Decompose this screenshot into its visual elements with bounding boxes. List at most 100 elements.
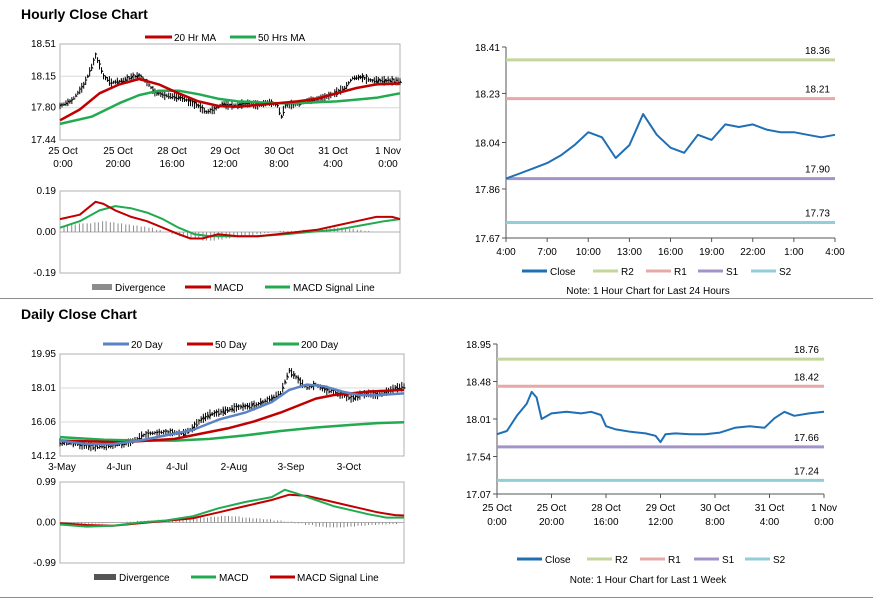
- x-tick-label: 25 Oct: [537, 503, 567, 514]
- price-bar-tick: [92, 447, 95, 450]
- legend-label: MACD Signal Line: [293, 283, 375, 294]
- price-bar-tick: [150, 86, 153, 89]
- price-bar-tick: [225, 409, 228, 412]
- price-bar-tick: [124, 78, 128, 82]
- price-bar-tick: [247, 404, 250, 408]
- y-tick-label: 18.48: [466, 378, 491, 389]
- price-bar-tick: [105, 76, 108, 79]
- level-label-s2: 17.73: [805, 209, 830, 220]
- price-bar-tick: [87, 75, 90, 78]
- y-tick-label: 19.95: [31, 349, 56, 360]
- price-bar-tick: [240, 405, 243, 408]
- price-bar-tick: [223, 103, 226, 106]
- legend-swatch-divergence: [94, 574, 116, 580]
- price-bar-tick: [328, 390, 331, 393]
- price-bar-tick: [202, 106, 205, 109]
- price-bar-tick: [160, 92, 163, 96]
- legend-label: S2: [773, 555, 786, 566]
- x-tick-label: 28 Oct: [157, 146, 187, 157]
- price-bar-tick: [110, 445, 113, 447]
- price-bar-tick: [260, 400, 263, 406]
- x-tick-label: 31 Oct: [318, 146, 348, 157]
- price-bar-tick: [89, 69, 92, 73]
- price-bar-tick: [222, 408, 226, 415]
- price-bar-tick: [357, 396, 360, 399]
- x-tick-label: 29 Oct: [646, 503, 676, 514]
- x-tick-label: 0:00: [487, 517, 507, 528]
- close-line: [496, 390, 825, 444]
- y-tick-label: -0.99: [33, 558, 56, 569]
- y-tick-label: 17.80: [31, 103, 56, 114]
- price-bar-tick: [91, 66, 94, 69]
- x-tick-label: 7:00: [537, 247, 557, 258]
- price-bar-tick: [284, 380, 287, 384]
- price-bar-tick: [178, 95, 181, 100]
- legend-label: MACD Signal Line: [297, 573, 379, 584]
- x-tick-label: 1 Nov: [811, 503, 837, 514]
- x-tick-label: 31 Oct: [755, 503, 785, 514]
- price-bar-tick: [103, 446, 106, 449]
- price-bar-tick: [221, 102, 224, 106]
- x-tick-label: 25 Oct: [482, 503, 512, 514]
- price-bar-tick: [342, 88, 345, 91]
- y-tick-label: 0.00: [37, 518, 57, 529]
- x-tick-label: 12:00: [648, 517, 673, 528]
- price-bar-tick: [383, 79, 387, 84]
- ma-200-line: [59, 420, 405, 442]
- legend-label: S1: [726, 267, 739, 278]
- x-tick-label: 0:00: [53, 159, 73, 170]
- price-bar-tick: [227, 409, 230, 412]
- price-bar-tick: [271, 396, 274, 402]
- legend-label: R1: [674, 267, 687, 278]
- price-bar-tick: [139, 437, 142, 440]
- price-bar-tick: [101, 446, 104, 448]
- section-divider: [0, 298, 873, 299]
- level-label-r1: 18.21: [805, 85, 830, 96]
- x-tick-label: 22:00: [740, 247, 765, 258]
- legend-label: S2: [779, 267, 792, 278]
- price-bar-tick: [352, 77, 355, 80]
- legend-label: Close: [550, 267, 576, 278]
- legend-label: Divergence: [115, 283, 166, 294]
- price-bar-tick: [134, 75, 137, 78]
- x-tick-label: 13:00: [617, 247, 642, 258]
- ma-20-line: [59, 77, 401, 122]
- price-bar-tick: [117, 444, 120, 446]
- price-bar-tick: [150, 432, 153, 434]
- price-bar-tick: [174, 96, 177, 100]
- legend-label: R1: [668, 555, 681, 566]
- price-bar-tick: [391, 77, 394, 81]
- x-tick-label: 3-May: [48, 462, 76, 473]
- y-tick-label: 0.99: [37, 477, 57, 488]
- price-bar-tick: [180, 96, 183, 99]
- level-label-r2: 18.36: [805, 46, 830, 57]
- y-tick-label: 0.19: [37, 186, 57, 197]
- price-bar-tick: [262, 401, 265, 404]
- price-bar-tick: [176, 97, 179, 100]
- price-bar-tick: [193, 101, 197, 105]
- x-tick-label: 28 Oct: [591, 503, 621, 514]
- level-label-s1: 17.66: [794, 433, 819, 444]
- price-bar-tick: [377, 78, 381, 82]
- y-tick-label: 18.51: [31, 39, 56, 50]
- price-bar-tick: [358, 75, 361, 79]
- price-bar-tick: [188, 98, 191, 103]
- price-bar-tick: [321, 386, 325, 390]
- price-bar-tick: [200, 417, 204, 421]
- price-bar-tick: [99, 63, 102, 65]
- x-tick-label: 4:00: [760, 517, 780, 528]
- price-bar-tick: [241, 102, 244, 106]
- price-bar-tick: [215, 106, 218, 109]
- price-bar-tick: [123, 443, 126, 446]
- price-bar-tick: [168, 96, 171, 98]
- price-bar-tick: [69, 100, 72, 103]
- price-bar-tick: [295, 375, 298, 378]
- price-bar-tick: [141, 434, 144, 438]
- price-bar-tick: [116, 80, 120, 85]
- y-tick-label: 14.12: [31, 451, 56, 462]
- x-tick-label: 12:00: [212, 159, 237, 170]
- price-bar-tick: [361, 74, 365, 79]
- y-tick-label: 17.07: [466, 490, 491, 501]
- price-bar-tick: [258, 402, 261, 405]
